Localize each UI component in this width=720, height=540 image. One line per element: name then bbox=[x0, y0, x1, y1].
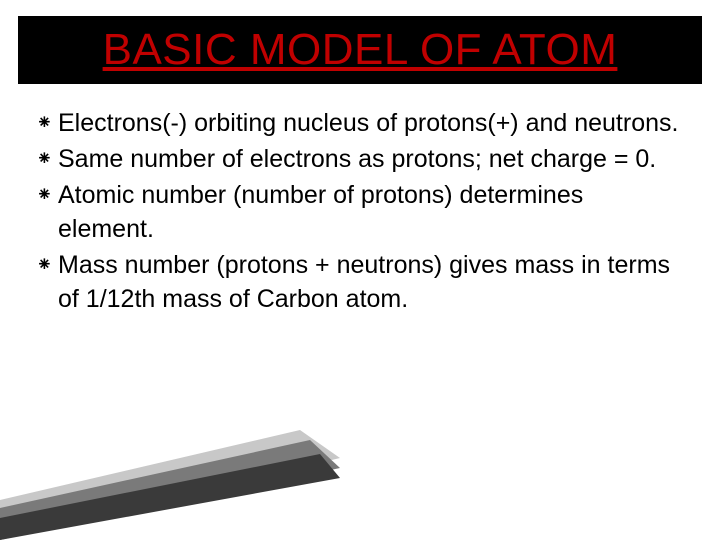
list-item: ⁕ Electrons(-) orbiting nucleus of proto… bbox=[36, 106, 686, 140]
list-item: ⁕ Atomic number (number of protons) dete… bbox=[36, 178, 686, 246]
bullet-icon: ⁕ bbox=[36, 178, 58, 212]
bullet-text: Same number of electrons as protons; net… bbox=[58, 142, 686, 176]
bullet-text: Electrons(-) orbiting nucleus of protons… bbox=[58, 106, 686, 140]
corner-shadow-icon bbox=[0, 430, 340, 540]
bullet-text: Atomic number (number of protons) determ… bbox=[58, 178, 686, 246]
bullet-list: ⁕ Electrons(-) orbiting nucleus of proto… bbox=[36, 106, 686, 318]
bullet-icon: ⁕ bbox=[36, 142, 58, 176]
bullet-text: Mass number (protons + neutrons) gives m… bbox=[58, 248, 686, 316]
bullet-icon: ⁕ bbox=[36, 248, 58, 282]
slide-title: BASIC MODEL OF ATOM bbox=[103, 25, 618, 75]
list-item: ⁕ Same number of electrons as protons; n… bbox=[36, 142, 686, 176]
bullet-icon: ⁕ bbox=[36, 106, 58, 140]
title-bar: BASIC MODEL OF ATOM bbox=[18, 16, 702, 84]
list-item: ⁕ Mass number (protons + neutrons) gives… bbox=[36, 248, 686, 316]
